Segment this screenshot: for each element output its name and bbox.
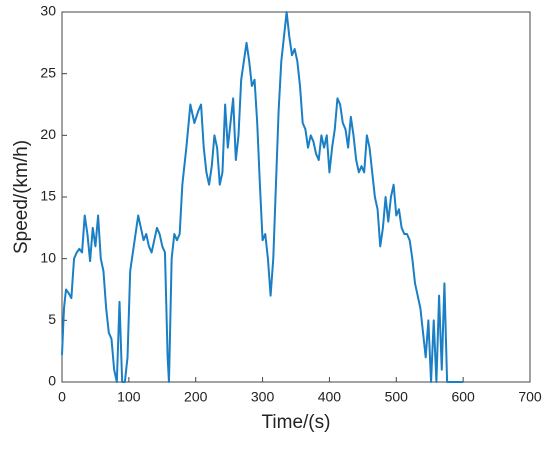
y-tick-label: 5: [48, 311, 56, 327]
speed-line: [61, 11, 464, 383]
plot-frame: [61, 11, 531, 383]
y-tick-label: 15: [40, 188, 56, 204]
y-axis-label: Speed/(km/h): [11, 140, 32, 254]
y-tick-label: 0: [48, 373, 56, 389]
x-tick-label: 200: [184, 389, 208, 405]
x-tick-label: 300: [251, 389, 275, 405]
x-tick-label: 0: [58, 389, 66, 405]
y-tick-label: 30: [40, 3, 56, 19]
y-tick-label: 25: [40, 64, 56, 80]
y-tick-label: 10: [40, 249, 56, 265]
x-tick-label: 500: [385, 389, 409, 405]
y-tick-label: 20: [40, 126, 56, 142]
x-tick-label: 600: [451, 389, 475, 405]
x-tick-label: 100: [117, 389, 141, 405]
x-tick-label: 700: [518, 389, 542, 405]
x-axis-label: Time/(s): [262, 412, 331, 433]
x-tick-label: 400: [318, 389, 342, 405]
